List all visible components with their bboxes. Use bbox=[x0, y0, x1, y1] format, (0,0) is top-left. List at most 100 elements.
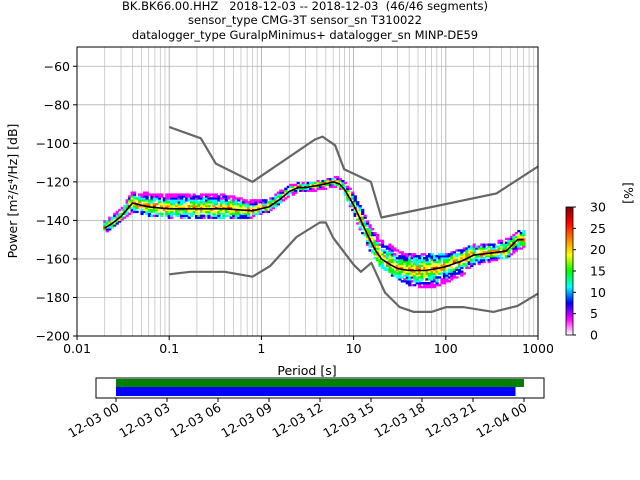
histogram-cell bbox=[522, 231, 526, 235]
histogram-cell bbox=[274, 199, 278, 202]
histogram-cell bbox=[170, 195, 174, 198]
histogram-cell bbox=[368, 243, 372, 246]
histogram-cell bbox=[502, 251, 506, 254]
histogram-cell bbox=[256, 210, 261, 214]
histogram-cell bbox=[368, 241, 372, 244]
histogram-cell bbox=[318, 181, 323, 185]
histogram-cell bbox=[140, 208, 144, 212]
histogram-cell bbox=[398, 266, 402, 269]
histogram-cell bbox=[232, 201, 236, 204]
histogram-cell bbox=[256, 212, 261, 216]
histogram-cell bbox=[108, 218, 112, 221]
histogram-cell bbox=[507, 239, 511, 242]
histogram-cell bbox=[457, 258, 461, 262]
histogram-cell bbox=[242, 216, 246, 219]
histogram-cell bbox=[400, 251, 404, 254]
histogram-cell bbox=[202, 197, 206, 200]
histogram-cell bbox=[403, 266, 407, 269]
histogram-cell bbox=[413, 272, 417, 275]
histogram-cell bbox=[266, 203, 271, 206]
histogram-cell bbox=[175, 212, 179, 216]
timeline-tick-label: 12-03 15 bbox=[320, 400, 376, 441]
histogram-cell bbox=[133, 201, 137, 204]
histogram-cell bbox=[140, 195, 144, 198]
histogram-cell bbox=[390, 253, 395, 256]
histogram-cell bbox=[232, 199, 236, 202]
histogram-cell bbox=[155, 208, 159, 212]
histogram-cell bbox=[323, 179, 328, 183]
histogram-cell bbox=[512, 247, 516, 250]
histogram-cell bbox=[420, 258, 424, 262]
histogram-cell bbox=[504, 255, 509, 258]
histogram-cell bbox=[197, 214, 201, 217]
histogram-cell bbox=[519, 239, 523, 242]
histogram-cell bbox=[405, 278, 409, 281]
histogram-cell bbox=[190, 199, 194, 202]
histogram-cell bbox=[167, 193, 171, 196]
histogram-cell bbox=[400, 255, 404, 258]
histogram-cell bbox=[155, 193, 159, 196]
histogram-cell bbox=[204, 210, 209, 214]
histogram-cell bbox=[517, 241, 521, 244]
histogram-cell bbox=[343, 181, 347, 185]
histogram-cell bbox=[222, 195, 226, 198]
histogram-cell bbox=[212, 204, 216, 208]
histogram-cell bbox=[343, 187, 347, 190]
chart-subtitle-sensor: sensor_type CMG-3T sensor_sn T310022 bbox=[188, 13, 422, 27]
histogram-cell bbox=[375, 237, 380, 241]
histogram-cell bbox=[224, 206, 228, 210]
histogram-cell bbox=[393, 258, 397, 262]
histogram-cell bbox=[209, 216, 214, 219]
histogram-cell bbox=[408, 283, 412, 287]
histogram-cell bbox=[435, 280, 439, 283]
histogram-cell bbox=[172, 197, 176, 200]
histogram-cell bbox=[167, 204, 171, 208]
histogram-cell bbox=[383, 249, 387, 252]
histogram-cell bbox=[499, 243, 504, 246]
histogram-cell bbox=[286, 195, 290, 198]
histogram-cell bbox=[358, 214, 362, 217]
histogram-cell bbox=[170, 208, 174, 212]
histogram-cell bbox=[276, 201, 280, 204]
histogram-cell bbox=[309, 181, 313, 185]
histogram-cell bbox=[380, 255, 385, 258]
histogram-cell bbox=[378, 243, 382, 246]
histogram-cell bbox=[465, 266, 469, 269]
histogram-cell bbox=[269, 197, 273, 200]
histogram-cell bbox=[187, 193, 191, 196]
histogram-cell bbox=[336, 176, 340, 179]
histogram-cell bbox=[465, 249, 469, 252]
histogram-cell bbox=[435, 272, 439, 275]
histogram-cell bbox=[492, 245, 496, 248]
histogram-cell bbox=[217, 199, 221, 202]
histogram-cell bbox=[400, 264, 404, 268]
histogram-cell bbox=[494, 253, 499, 256]
histogram-cell bbox=[373, 253, 377, 256]
histogram-cell bbox=[197, 203, 201, 206]
histogram-cell bbox=[413, 280, 417, 283]
histogram-cell bbox=[418, 255, 422, 258]
histogram-cell bbox=[442, 280, 447, 283]
histogram-cell bbox=[113, 212, 117, 216]
histogram-cell bbox=[294, 189, 298, 192]
histogram-cell bbox=[408, 257, 412, 260]
histogram-cell bbox=[383, 255, 387, 258]
histogram-cell bbox=[405, 272, 409, 275]
x-tick-label: 1000 bbox=[522, 341, 554, 356]
histogram-cell bbox=[130, 191, 134, 194]
histogram-cell bbox=[472, 243, 476, 246]
histogram-cell bbox=[157, 195, 161, 198]
histogram-cell bbox=[207, 193, 211, 196]
histogram-cell bbox=[368, 249, 372, 252]
histogram-cell bbox=[487, 249, 491, 252]
histogram-cell bbox=[194, 216, 199, 219]
histogram-cell bbox=[373, 245, 377, 248]
histogram-cell bbox=[323, 183, 328, 187]
histogram-cell bbox=[256, 204, 261, 208]
histogram-cell bbox=[420, 282, 424, 285]
histogram-cell bbox=[276, 193, 280, 196]
histogram-cell bbox=[388, 266, 392, 269]
histogram-cell bbox=[128, 212, 132, 216]
histogram-cell bbox=[437, 272, 442, 275]
histogram-cell bbox=[202, 214, 206, 217]
